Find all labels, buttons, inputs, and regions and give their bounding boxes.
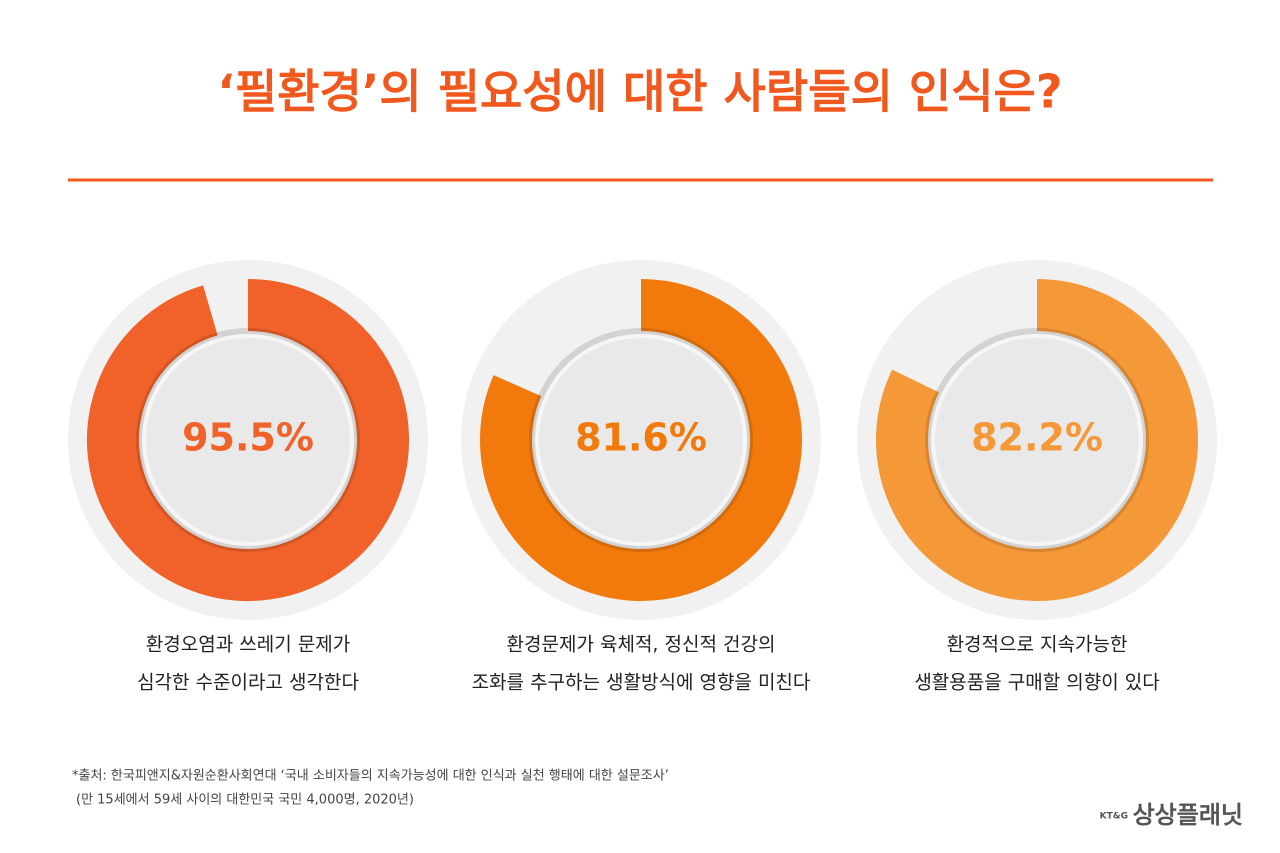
source-note: (만 15세에서 59세 사이의 대한민국 국민 4,000명, 2020년) (76, 793, 414, 808)
title: ‘필환경’의 필요성에 대한 사람들의 인식은? (217, 65, 1062, 119)
caption: 환경적으로 지속가능한 (947, 634, 1128, 656)
logo: 상상플래닛 (1133, 801, 1243, 829)
donut-arc (876, 279, 1198, 601)
caption: 심각한 수준이라고 생각한다 (137, 672, 359, 694)
donut-arc (87, 279, 409, 601)
inner-circle (142, 334, 354, 546)
inner-circle (535, 334, 747, 546)
value-label: 82.2% (971, 416, 1103, 460)
inner-circle (931, 334, 1143, 546)
donut-arc (480, 279, 802, 601)
caption: 조화를 추구하는 생활방식에 영향을 미친다 (472, 672, 811, 694)
value-label: 95.5% (182, 416, 314, 460)
logo-prefix: KT&G (1100, 812, 1128, 822)
caption: 환경문제가 육체적, 정신적 건강의 (507, 634, 776, 656)
source: *출처: 한국피앤지&자원순환사회연대 ‘국내 소비자들의 지속가능성에 대한 … (72, 768, 669, 784)
caption: 생활용품을 구매할 의향이 있다 (914, 672, 1159, 694)
caption: 환경오염과 쓰레기 문제가 (146, 634, 350, 656)
value-label: 81.6% (575, 416, 707, 460)
